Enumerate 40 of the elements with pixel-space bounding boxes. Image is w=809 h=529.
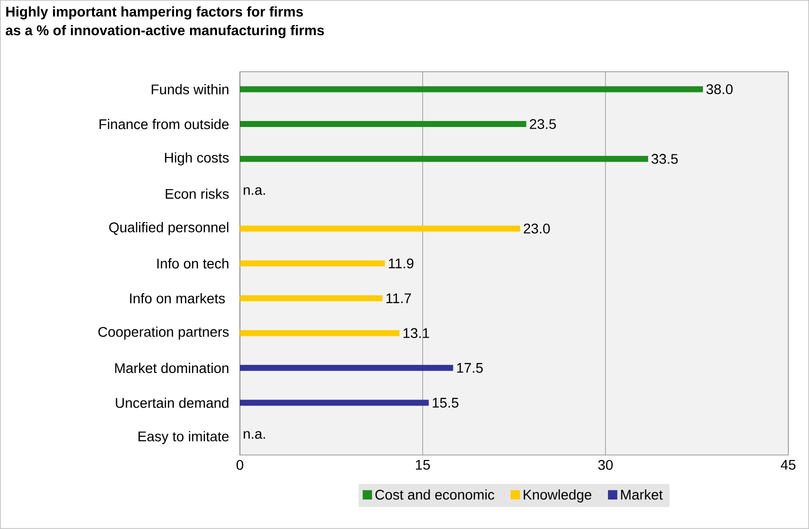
y-tick-label: Uncertain demand (116, 398, 228, 408)
y-tick-label: Easy to imitate (138, 431, 229, 444)
x-tick-label: 45 (780, 460, 796, 470)
x-tick-label: 30 (598, 460, 613, 470)
y-tick-label: Qualified personnel (109, 222, 228, 236)
data-label: 33.5 (652, 154, 678, 164)
bar (240, 400, 429, 406)
bar (240, 226, 520, 232)
data-label: 15.5 (432, 398, 458, 408)
chart-title: Highly important hampering factors for firms (6, 6, 303, 20)
y-tick-label: Info on tech (157, 258, 228, 269)
y-tick-label: Info on markets (130, 293, 225, 304)
data-label: 13.1 (404, 328, 430, 338)
bar (240, 86, 703, 92)
bar (240, 121, 526, 128)
data-label: 38.0 (706, 84, 733, 94)
y-tick-label: Econ risks (166, 188, 229, 199)
bar (240, 330, 400, 336)
x-tick-label: 0 (236, 460, 244, 470)
x-tick-label: 15 (416, 460, 430, 470)
legend-label: Market (621, 489, 663, 500)
y-tick-label: Finance from outside (100, 118, 229, 130)
legend-label: Cost and economic (375, 489, 494, 500)
data-label: 11.9 (388, 258, 414, 268)
bar (240, 260, 385, 266)
annotation: n.a. (244, 431, 265, 439)
chart-subtitle: as a % of innovation-active manufacturing firms (6, 25, 324, 38)
bar (240, 295, 382, 302)
bar (240, 156, 648, 162)
annotation: n.a. (244, 187, 265, 195)
data-label: 23.5 (530, 119, 556, 130)
data-label: 11.7 (386, 294, 411, 304)
data-label: 23.0 (524, 224, 550, 234)
bar (240, 365, 454, 372)
data-label: 17.5 (457, 363, 483, 373)
legend-label: Knowledge (524, 489, 592, 503)
y-tick-label: Cooperation partners (98, 326, 229, 340)
y-tick-label: High costs (165, 152, 229, 166)
y-tick-label: Funds within (152, 84, 228, 94)
y-tick-label: Market domination (115, 362, 228, 374)
